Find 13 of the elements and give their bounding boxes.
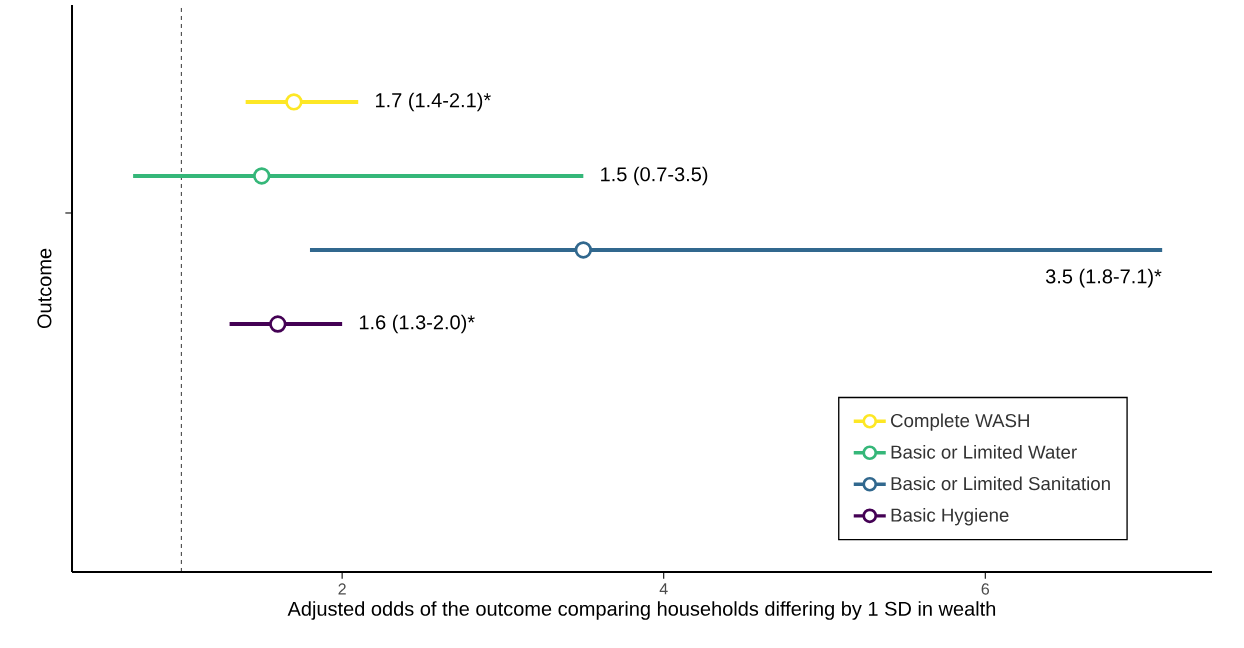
annotation: 1.7 (1.4-2.1)* [376, 92, 491, 112]
annotation: 3.5 (1.8-7.1)* [1045, 268, 1162, 288]
annotation: 1.5 (0.7-3.5) [601, 166, 708, 186]
legend-label: Basic or Limited Water [891, 444, 1077, 459]
x-tick-label: 2 [338, 583, 346, 595]
x-axis-title: Adjusted odds of the outcome comparing households differing by 1 SD in wealth [287, 601, 996, 620]
legend-label: Complete WASH [891, 413, 1029, 431]
x-tick-label: 4 [659, 583, 668, 595]
x-tick-label: 6 [981, 583, 990, 595]
legend-label: Basic Hygiene [891, 508, 1009, 526]
annotation: 1.6 (1.3-2.0)* [359, 314, 475, 334]
y-axis-title: Outcome [37, 248, 52, 329]
legend-label: Basic or Limited Sanitation [891, 476, 1110, 491]
